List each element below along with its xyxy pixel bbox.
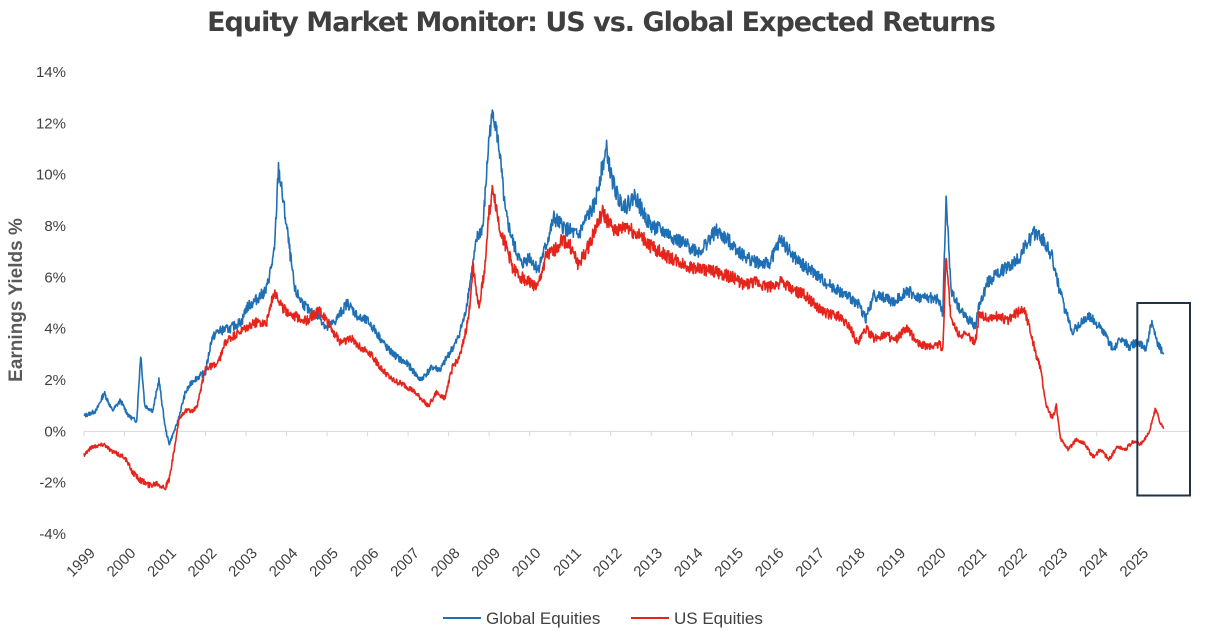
y-tick-label: -4%: [39, 526, 66, 543]
y-tick-label: 10%: [36, 167, 66, 184]
series-line-global-equities: [83, 109, 1165, 446]
x-tick-label: 2002: [185, 545, 221, 581]
series-lines: [83, 109, 1165, 491]
highlight-box: [1136, 302, 1192, 497]
x-tick-label: 2019: [873, 545, 909, 581]
y-tick-labels: -4% -2% 0% 2% 4% 6% 8% 10% 12% 14%: [36, 64, 66, 543]
y-tick-label: 4%: [44, 321, 66, 338]
x-tick-label: 2001: [144, 545, 180, 581]
chart-title: Equity Market Monitor: US vs. Global Exp…: [207, 7, 995, 38]
x-tick-label: 2014: [671, 545, 707, 581]
x-tick-label: 1999: [63, 545, 99, 581]
y-tick-label: -2%: [39, 475, 66, 492]
x-tick-label: 2009: [468, 545, 504, 581]
legend: Global Equities US Equities: [443, 609, 763, 628]
y-tick-label: 14%: [36, 64, 66, 81]
x-tick-labels: 1999 2000 2001 2002 2003 2004 2005 2006 2007 2008…: [63, 431, 1152, 580]
x-tick-label: 2021: [954, 545, 990, 581]
legend-label-us: US Equities: [674, 609, 763, 628]
y-tick-label: 2%: [44, 372, 66, 389]
x-tick-label: 2005: [306, 545, 342, 581]
x-tick-label: 2006: [347, 545, 383, 581]
y-axis-label: Earnings Yields %: [6, 218, 27, 382]
x-tick-label: 2025: [1117, 545, 1153, 581]
x-tick-label: 2003: [225, 545, 261, 581]
x-tick-label: 2008: [428, 545, 464, 581]
x-tick-label: 2024: [1076, 545, 1112, 581]
x-tick-label: 2012: [590, 545, 626, 581]
y-tick-label: 6%: [44, 269, 66, 286]
x-tick-label: 2010: [509, 545, 545, 581]
x-tick-label: 2016: [752, 545, 788, 581]
x-tick-label: 2020: [914, 545, 950, 581]
x-tick-label: 2015: [711, 545, 747, 581]
x-tick-label: 2023: [1036, 545, 1072, 581]
x-tick-label: 2000: [104, 545, 140, 581]
x-tick-label: 2018: [833, 545, 869, 581]
series-line-us-equities: [83, 184, 1165, 491]
x-tick-label: 2013: [630, 545, 666, 581]
legend-label-global: Global Equities: [486, 609, 600, 628]
x-tick-label: 2011: [550, 545, 585, 580]
y-tick-label: 0%: [44, 423, 66, 440]
x-tick-label: 2022: [995, 545, 1031, 581]
y-tick-label: 8%: [44, 218, 66, 235]
y-tick-label: 12%: [36, 115, 66, 132]
x-tick-label: 2017: [792, 545, 828, 581]
x-tick-label: 2004: [266, 545, 302, 581]
x-tick-label: 2007: [387, 545, 423, 581]
